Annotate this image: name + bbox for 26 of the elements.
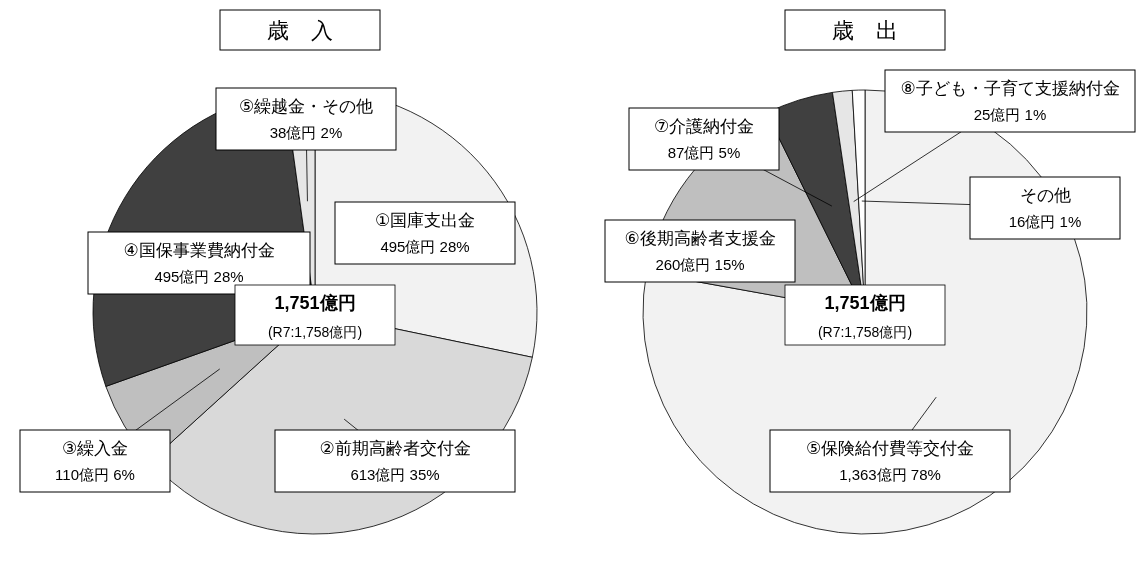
slice-label: ⑤保険給付費等交付金 <box>805 439 975 458</box>
data-label: 110億円 6% <box>55 466 135 483</box>
data-label: 495億円 28% <box>380 238 470 255</box>
slice-label: ①国庫支出金 <box>374 211 476 230</box>
data-label: 38億円 2% <box>269 124 343 141</box>
data-label: 25億円 1% <box>973 106 1047 123</box>
slice-label: その他 <box>1019 186 1071 205</box>
slice-label: ③繰入金 <box>61 439 129 458</box>
text: (R7:1,758億円) <box>267 324 363 340</box>
slice-label: ②前期高齢者交付金 <box>319 439 471 458</box>
data-label: 260億円 15% <box>655 256 745 273</box>
slice-label: ⑤繰越金・その他 <box>238 97 374 116</box>
data-label: 613億円 35% <box>350 466 440 483</box>
data-label: 87億円 5% <box>667 144 741 161</box>
chart-title: 歳 出 <box>832 18 898 43</box>
text: 1,751億円 <box>824 293 906 313</box>
slice-label: ⑧子ども・子育て支援納付金 <box>900 79 1120 98</box>
slice-label: ④国保事業費納付金 <box>123 241 275 260</box>
data-label: 495億円 28% <box>154 268 244 285</box>
data-label: 1,363億円 78% <box>839 466 941 483</box>
slice-label: ⑥後期高齢者支援金 <box>624 229 776 248</box>
text: 1,751億円 <box>274 293 356 313</box>
chart-title: 歳 入 <box>267 18 333 43</box>
text: (R7:1,758億円) <box>817 324 913 340</box>
data-label: 16億円 1% <box>1008 213 1082 230</box>
slice-label: ⑦介護納付金 <box>653 117 755 136</box>
